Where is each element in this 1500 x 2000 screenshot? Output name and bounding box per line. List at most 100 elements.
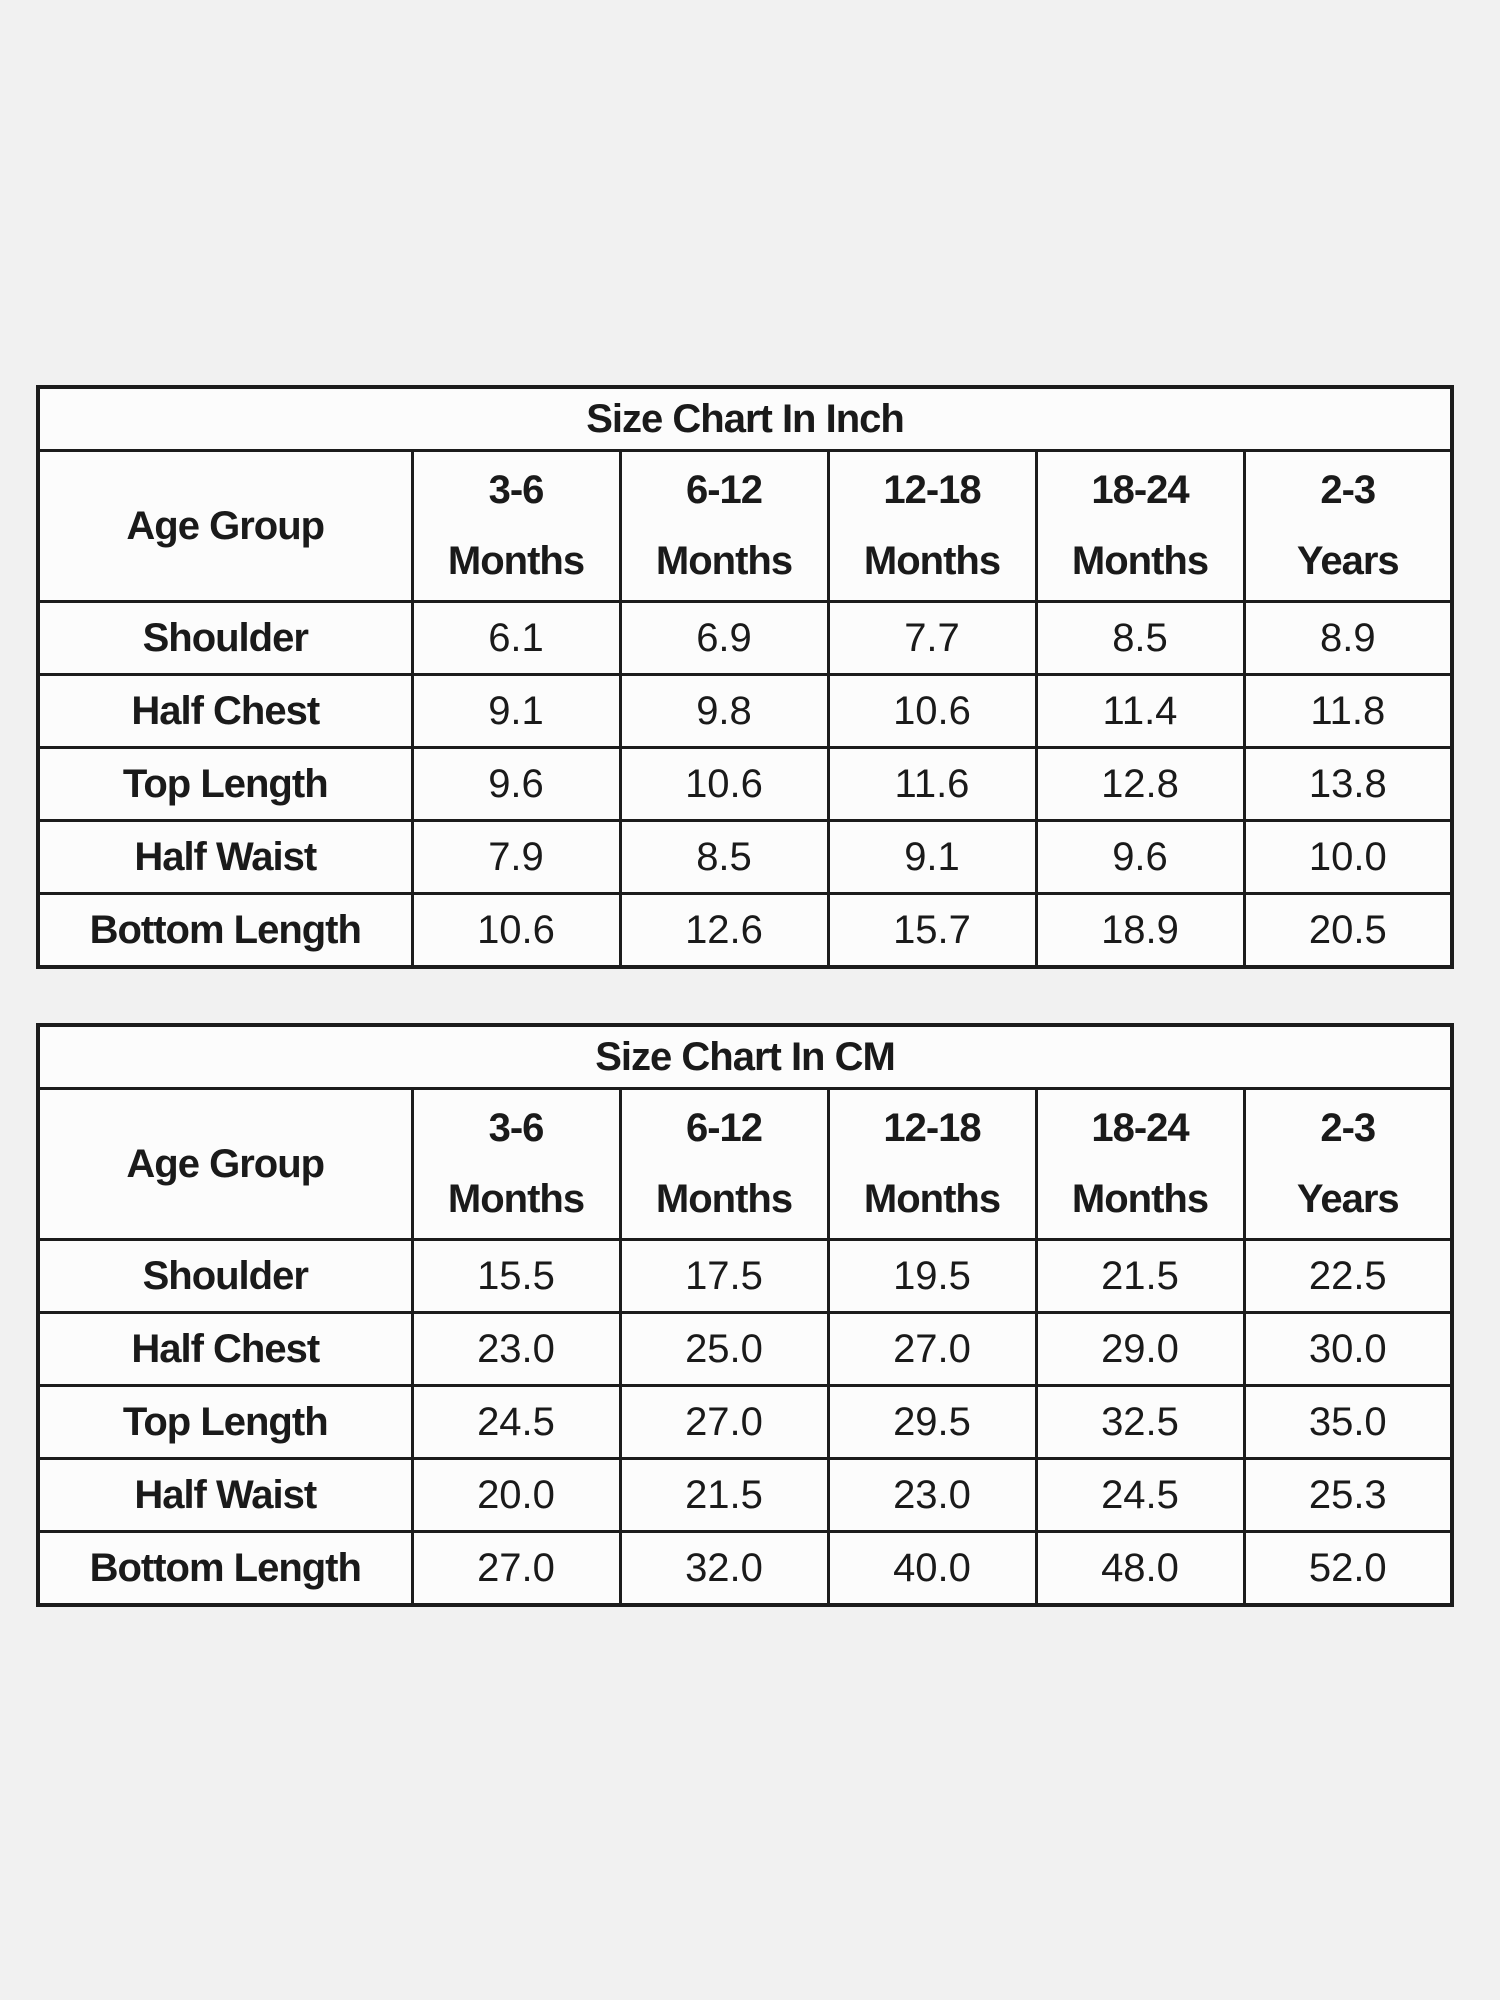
size-value-cell: 8.5 — [618, 819, 830, 895]
size-value-cell: 11.8 — [1242, 673, 1454, 749]
row-label: Shoulder — [36, 600, 414, 676]
row-label: Top Length — [36, 1384, 414, 1460]
size-value-cell: 10.6 — [618, 746, 830, 822]
size-value-cell: 11.4 — [1034, 673, 1246, 749]
size-value-cell: 7.9 — [410, 819, 622, 895]
table-row: Half Waist 20.0 21.5 23.0 24.5 25.3 — [36, 1457, 1454, 1533]
size-value-cell: 15.5 — [410, 1238, 622, 1314]
table-title-row: Size Chart In Inch — [36, 385, 1454, 452]
size-value-cell: 11.6 — [826, 746, 1038, 822]
size-value-cell: 27.0 — [618, 1384, 830, 1460]
age-group-header: Age Group — [36, 449, 414, 603]
column-header-unit: Months — [655, 1177, 793, 1221]
size-value-cell: 7.7 — [826, 600, 1038, 676]
size-value-cell: 23.0 — [826, 1457, 1038, 1533]
row-label: Half Chest — [36, 1311, 414, 1387]
table-row: Half Chest 9.1 9.8 10.6 11.4 11.8 — [36, 673, 1454, 749]
column-header-range: 12-18 — [883, 468, 981, 512]
column-header-range: 18-24 — [1091, 1106, 1189, 1150]
size-value-cell: 8.9 — [1242, 600, 1454, 676]
column-header: 18-24 Months — [1034, 449, 1246, 603]
column-header: 3-6 Months — [410, 449, 622, 603]
size-value-cell: 6.1 — [410, 600, 622, 676]
row-label: Shoulder — [36, 1238, 414, 1314]
size-value-cell: 48.0 — [1034, 1530, 1246, 1607]
size-value-cell: 40.0 — [826, 1530, 1038, 1607]
size-value-cell: 30.0 — [1242, 1311, 1454, 1387]
size-value-cell: 52.0 — [1242, 1530, 1454, 1607]
column-header: 2-3 Years — [1242, 1087, 1454, 1241]
size-value-cell: 29.5 — [826, 1384, 1038, 1460]
column-header-range: 12-18 — [883, 1106, 981, 1150]
column-header: 6-12 Months — [618, 449, 830, 603]
size-value-cell: 25.0 — [618, 1311, 830, 1387]
row-label: Half Waist — [36, 819, 414, 895]
size-value-cell: 35.0 — [1242, 1384, 1454, 1460]
table-row: Bottom Length 27.0 32.0 40.0 48.0 52.0 — [36, 1530, 1454, 1607]
table-row: Shoulder 6.1 6.9 7.7 8.5 8.9 — [36, 600, 1454, 676]
size-value-cell: 27.0 — [826, 1311, 1038, 1387]
size-value-cell: 20.0 — [410, 1457, 622, 1533]
size-value-cell: 29.0 — [1034, 1311, 1246, 1387]
size-value-cell: 9.1 — [826, 819, 1038, 895]
size-value-cell: 18.9 — [1034, 892, 1246, 969]
column-header-unit: Months — [655, 539, 793, 583]
size-value-cell: 21.5 — [618, 1457, 830, 1533]
column-header: 6-12 Months — [618, 1087, 830, 1241]
size-value-cell: 20.5 — [1242, 892, 1454, 969]
column-header-unit: Years — [1296, 1177, 1400, 1221]
column-header: 2-3 Years — [1242, 449, 1454, 603]
table-header-row: Age Group 3-6 Months 6-12 Months 12-18 M… — [36, 1087, 1454, 1241]
row-label: Top Length — [36, 746, 414, 822]
row-label: Bottom Length — [36, 1530, 414, 1607]
size-chart-cm-table: Size Chart In CM Age Group 3-6 Months 6-… — [36, 1023, 1455, 1607]
column-header-unit: Months — [447, 1177, 585, 1221]
size-value-cell: 19.5 — [826, 1238, 1038, 1314]
column-header-unit: Years — [1296, 539, 1400, 583]
row-label: Half Chest — [36, 673, 414, 749]
size-value-cell: 23.0 — [410, 1311, 622, 1387]
size-value-cell: 32.0 — [618, 1530, 830, 1607]
column-header: 12-18 Months — [826, 1087, 1038, 1241]
size-value-cell: 10.6 — [410, 892, 622, 969]
size-value-cell: 9.1 — [410, 673, 622, 749]
size-value-cell: 10.0 — [1242, 819, 1454, 895]
size-value-cell: 9.6 — [1034, 819, 1246, 895]
table-row: Top Length 9.6 10.6 11.6 12.8 13.8 — [36, 746, 1454, 822]
table-row: Bottom Length 10.6 12.6 15.7 18.9 20.5 — [36, 892, 1454, 969]
row-label: Bottom Length — [36, 892, 414, 969]
column-header-range: 3-6 — [488, 1106, 545, 1150]
column-header-unit: Months — [863, 539, 1001, 583]
size-value-cell: 17.5 — [618, 1238, 830, 1314]
table-header-row: Age Group 3-6 Months 6-12 Months 12-18 M… — [36, 449, 1454, 603]
size-value-cell: 13.8 — [1242, 746, 1454, 822]
table-title: Size Chart In CM — [36, 1023, 1454, 1090]
column-header-unit: Months — [863, 1177, 1001, 1221]
column-header-range: 6-12 — [685, 468, 763, 512]
column-header-range: 18-24 — [1091, 468, 1189, 512]
column-header-range: 6-12 — [685, 1106, 763, 1150]
size-value-cell: 22.5 — [1242, 1238, 1454, 1314]
size-value-cell: 9.6 — [410, 746, 622, 822]
column-header: 18-24 Months — [1034, 1087, 1246, 1241]
age-group-header: Age Group — [36, 1087, 414, 1241]
table-row: Top Length 24.5 27.0 29.5 32.5 35.0 — [36, 1384, 1454, 1460]
column-header-range: 2-3 — [1320, 1106, 1376, 1150]
column-header: 3-6 Months — [410, 1087, 622, 1241]
table-title: Size Chart In Inch — [36, 385, 1454, 452]
size-value-cell: 12.6 — [618, 892, 830, 969]
size-value-cell: 10.6 — [826, 673, 1038, 749]
size-value-cell: 27.0 — [410, 1530, 622, 1607]
size-value-cell: 6.9 — [618, 600, 830, 676]
column-header-unit: Months — [447, 539, 585, 583]
size-value-cell: 12.8 — [1034, 746, 1246, 822]
size-value-cell: 15.7 — [826, 892, 1038, 969]
size-value-cell: 25.3 — [1242, 1457, 1454, 1533]
table-row: Shoulder 15.5 17.5 19.5 21.5 22.5 — [36, 1238, 1454, 1314]
row-label: Half Waist — [36, 1457, 414, 1533]
size-chart-inch-table: Size Chart In Inch Age Group 3-6 Months … — [36, 385, 1455, 969]
size-value-cell: 24.5 — [410, 1384, 622, 1460]
size-value-cell: 32.5 — [1034, 1384, 1246, 1460]
column-header: 12-18 Months — [826, 449, 1038, 603]
column-header-range: 2-3 — [1320, 468, 1376, 512]
